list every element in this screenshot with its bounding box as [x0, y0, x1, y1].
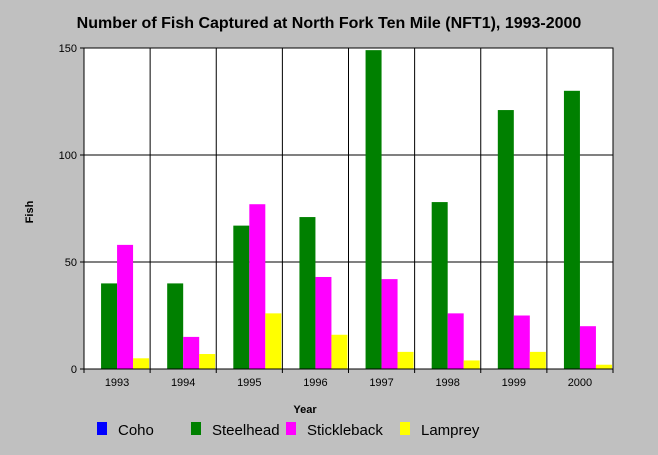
legend-swatch-coho	[97, 422, 107, 435]
bar-stickleback-1999	[513, 315, 530, 369]
bar-lamprey-1996	[331, 334, 348, 369]
bar-steelhead-1996	[299, 217, 316, 369]
legend-label-coho: Coho	[118, 422, 154, 439]
bars	[101, 50, 612, 370]
x-axis-label: Year	[293, 404, 317, 416]
bar-steelhead-1998	[431, 202, 448, 369]
y-axis-ticks: 0 50 100 150	[59, 43, 84, 376]
bar-lamprey-1995	[265, 313, 282, 369]
bar-stickleback-1997	[381, 279, 398, 369]
bar-stickleback-1996	[315, 276, 332, 369]
x-tick-label: 1998	[435, 377, 459, 389]
legend-label-stickleback: Stickleback	[307, 422, 383, 439]
y-axis-label: Fish	[24, 200, 36, 223]
legend-swatch-stickleback	[286, 422, 296, 435]
bar-lamprey-2000	[595, 364, 612, 369]
y-tick-label: 50	[65, 257, 77, 269]
x-axis-ticks: 1993 1994 1995 1996 1997 1998 1999 2000	[83, 369, 614, 389]
x-tick-label: 2000	[568, 377, 592, 389]
x-tick-label: 1995	[237, 377, 261, 389]
bar-lamprey-1998	[463, 360, 480, 369]
y-tick-label: 100	[59, 150, 77, 162]
bar-stickleback-1995	[249, 204, 266, 369]
bar-steelhead-1995	[233, 225, 250, 369]
bar-stickleback-1993	[117, 244, 134, 369]
legend: Coho Steelhead Stickleback Lamprey	[97, 422, 480, 439]
y-tick-label: 150	[59, 43, 77, 55]
bar-steelhead-1994	[167, 283, 184, 369]
legend-swatch-steelhead	[191, 422, 201, 435]
bar-steelhead-2000	[563, 90, 580, 370]
bar-lamprey-1993	[133, 358, 150, 369]
x-tick-label: 1994	[171, 377, 195, 389]
bar-steelhead-1997	[365, 50, 382, 369]
legend-label-lamprey: Lamprey	[421, 422, 480, 439]
bar-lamprey-1994	[199, 354, 216, 369]
bar-steelhead-1993	[101, 283, 118, 369]
bar-steelhead-1999	[497, 110, 514, 369]
x-tick-label: 1993	[105, 377, 129, 389]
bar-lamprey-1997	[397, 351, 414, 369]
bar-lamprey-1999	[529, 351, 546, 369]
x-tick-label: 1999	[502, 377, 526, 389]
legend-label-steelhead: Steelhead	[212, 422, 280, 439]
legend-swatch-lamprey	[400, 422, 410, 435]
y-tick-label: 0	[71, 364, 77, 376]
chart-title: Number of Fish Captured at North Fork Te…	[77, 15, 582, 32]
x-tick-label: 1997	[369, 377, 393, 389]
bar-stickleback-1994	[183, 336, 200, 369]
x-tick-label: 1996	[303, 377, 327, 389]
bar-stickleback-1998	[447, 313, 464, 369]
bar-stickleback-2000	[579, 326, 596, 369]
